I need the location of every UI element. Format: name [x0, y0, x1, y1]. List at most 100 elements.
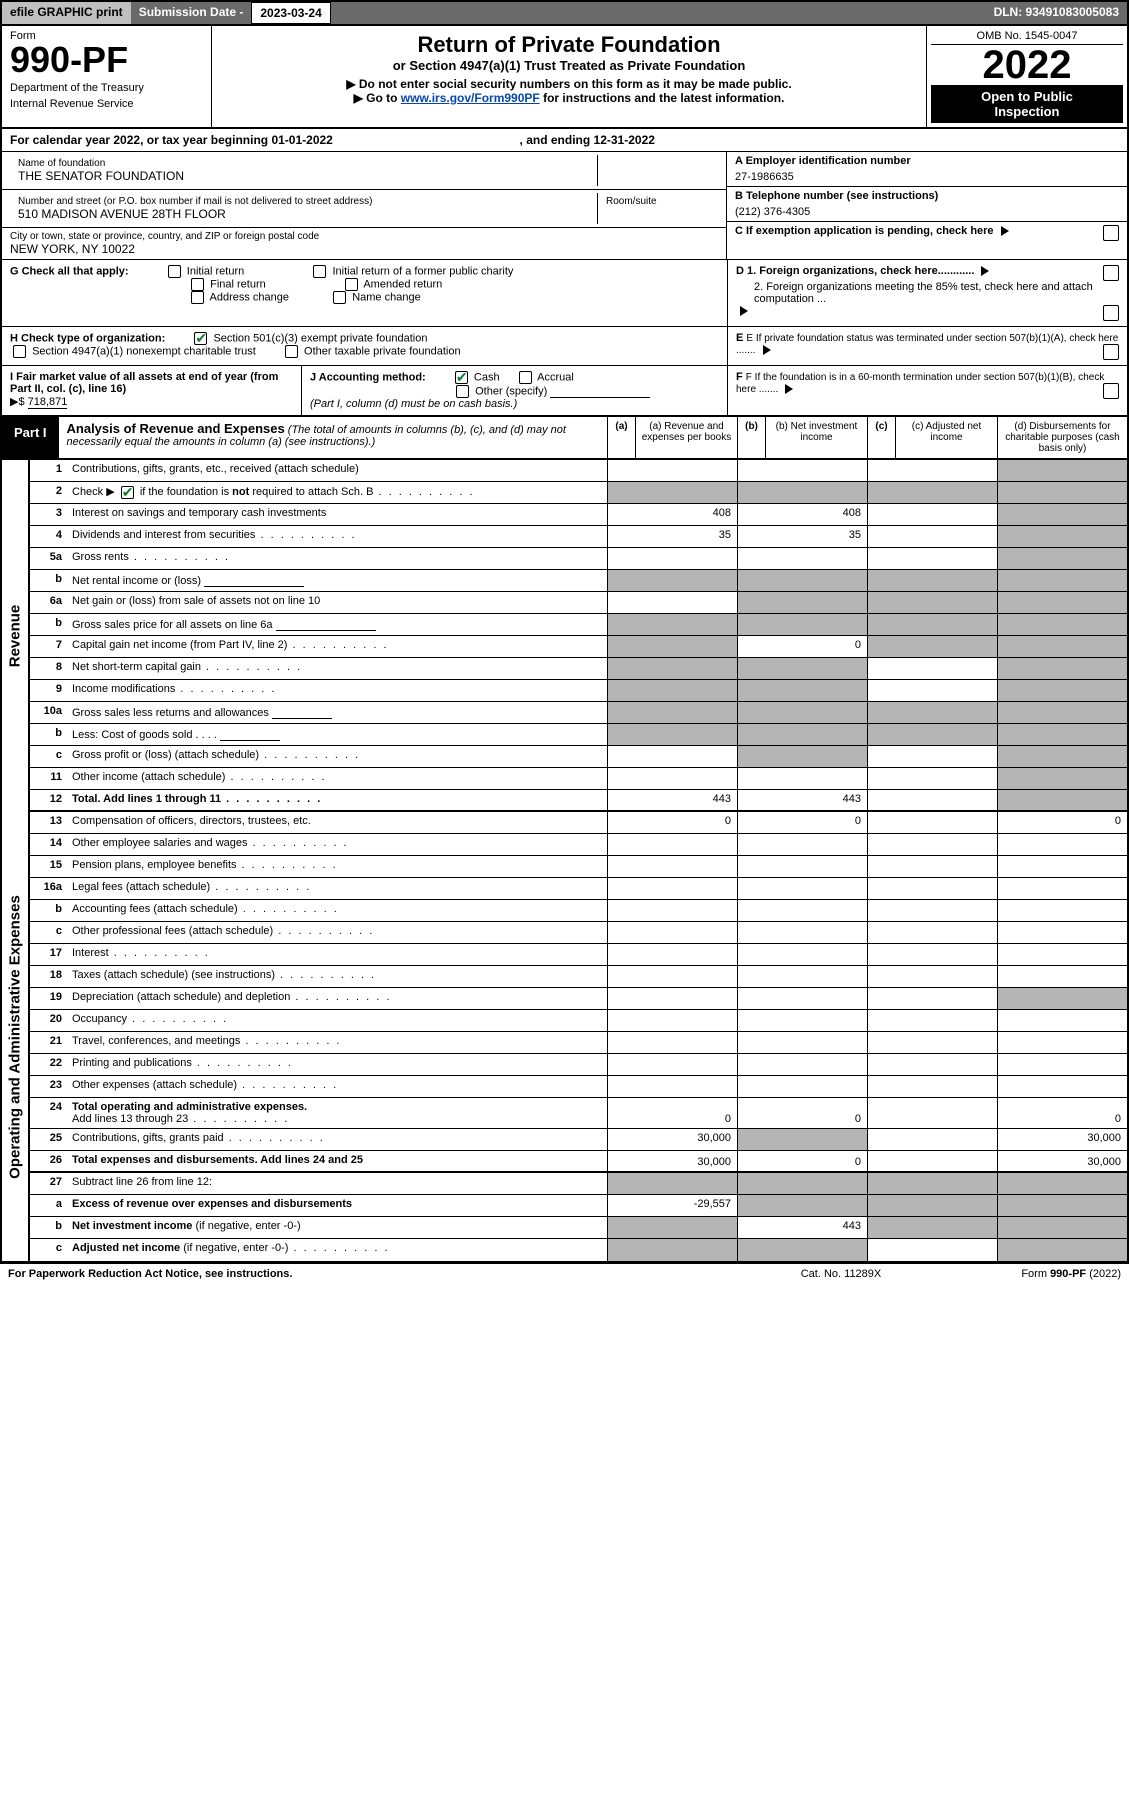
cal-end: 12-31-2022 — [594, 133, 655, 147]
j-other: Other (specify) — [475, 385, 547, 397]
table-row: bNet investment income (if negative, ent… — [30, 1217, 1127, 1239]
schb-checkbox[interactable] — [121, 486, 134, 499]
cell-a — [607, 460, 737, 481]
cell-d — [997, 856, 1127, 877]
cell-b — [737, 1076, 867, 1097]
row-desc: Gross profit or (loss) (attach schedule) — [68, 746, 607, 767]
cell-c — [867, 658, 997, 679]
f-checkbox[interactable] — [1103, 383, 1119, 399]
cell-d — [997, 1217, 1127, 1238]
g-name-checkbox[interactable] — [333, 291, 346, 304]
dept-treasury: Department of the Treasury — [10, 82, 203, 94]
j-cash-checkbox[interactable] — [455, 371, 468, 384]
r10a-field[interactable] — [272, 705, 332, 719]
cell-a — [607, 1076, 737, 1097]
row-desc: Occupancy — [68, 1010, 607, 1031]
cell-b — [737, 746, 867, 767]
table-row: bGross sales price for all assets on lin… — [30, 614, 1127, 636]
cell-a — [607, 658, 737, 679]
r10b-field[interactable] — [220, 727, 280, 741]
cell-b — [737, 702, 867, 723]
h-opt-3: Other taxable private foundation — [304, 345, 461, 357]
d1-label: D 1. Foreign organizations, check here..… — [736, 265, 974, 277]
row-num: 14 — [30, 834, 68, 855]
h-4947-checkbox[interactable] — [13, 345, 26, 358]
r16b-desc: Accounting fees (attach schedule) — [72, 903, 238, 915]
row-num: 8 — [30, 658, 68, 679]
table-row: cGross profit or (loss) (attach schedule… — [30, 746, 1127, 768]
h-501c3-checkbox[interactable] — [194, 332, 207, 345]
cell-b — [737, 1173, 867, 1194]
cell-a — [607, 592, 737, 613]
form-number: 990-PF — [10, 42, 203, 78]
r22-desc: Printing and publications — [72, 1057, 192, 1069]
c-checkbox[interactable] — [1103, 225, 1119, 241]
row-desc: Dividends and interest from securities — [68, 526, 607, 547]
cell-c — [867, 1217, 997, 1238]
col-b-hdr-letter: (b) — [737, 417, 765, 458]
cell-a — [607, 878, 737, 899]
r16c-desc: Other professional fees (attach schedule… — [72, 925, 273, 937]
cell-c — [867, 1129, 997, 1150]
table-row: 7Capital gain net income (from Part IV, … — [30, 636, 1127, 658]
col-a-header: (a) Revenue and expenses per books — [635, 417, 737, 458]
r24-desc2: Add lines 13 through 23 — [72, 1113, 188, 1125]
cell-c — [867, 636, 997, 657]
operating-text: Operating and Administrative Expenses — [7, 895, 24, 1179]
j-other-checkbox[interactable] — [456, 385, 469, 398]
e-checkbox[interactable] — [1103, 344, 1119, 360]
footer-left: For Paperwork Reduction Act Notice, see … — [8, 1268, 741, 1280]
goto-post: for instructions and the latest informat… — [540, 91, 785, 105]
arrow-icon — [981, 266, 989, 276]
row-num: 12 — [30, 790, 68, 810]
d1-checkbox[interactable] — [1103, 265, 1119, 281]
cell-d — [997, 966, 1127, 987]
open-public-2: Inspection — [933, 104, 1121, 119]
part1-title: Analysis of Revenue and Expenses — [67, 421, 285, 436]
r5b-field[interactable] — [204, 573, 304, 587]
row-num: c — [30, 1239, 68, 1261]
row-desc: Gross sales price for all assets on line… — [68, 614, 607, 635]
j-accrual-checkbox[interactable] — [519, 371, 532, 384]
table-row: 2Check ▶ if the foundation is not requir… — [30, 482, 1127, 504]
g-final-checkbox[interactable] — [191, 278, 204, 291]
row-num: 7 — [30, 636, 68, 657]
efile-badge: efile GRAPHIC print — [2, 2, 131, 24]
cell-c — [867, 1173, 997, 1194]
g-initial-checkbox[interactable] — [168, 265, 181, 278]
table-row: 21Travel, conferences, and meetings — [30, 1032, 1127, 1054]
cell-a — [607, 944, 737, 965]
g-amended-checkbox[interactable] — [345, 278, 358, 291]
cell-b: 35 — [737, 526, 867, 547]
row-desc: Compensation of officers, directors, tru… — [68, 812, 607, 833]
cell-c — [867, 1151, 997, 1171]
table-row: 1Contributions, gifts, grants, etc., rec… — [30, 460, 1127, 482]
g-address-checkbox[interactable] — [191, 291, 204, 304]
cell-a — [607, 1010, 737, 1031]
cell-b — [737, 680, 867, 701]
r16a-desc: Legal fees (attach schedule) — [72, 881, 210, 893]
cell-a — [607, 614, 737, 635]
d2-checkbox[interactable] — [1103, 305, 1119, 321]
arrow-icon — [740, 306, 748, 316]
cell-a — [607, 1173, 737, 1194]
header-left: Form 990-PF Department of the Treasury I… — [2, 26, 212, 127]
cell-d — [997, 944, 1127, 965]
header-right: OMB No. 1545-0047 2022 Open to Public In… — [927, 26, 1127, 127]
cell-a: 35 — [607, 526, 737, 547]
j-other-field[interactable] — [550, 384, 650, 398]
cell-a — [607, 680, 737, 701]
r18-desc: Taxes (attach schedule) (see instruction… — [72, 969, 275, 981]
cell-d — [997, 1032, 1127, 1053]
r6b-field[interactable] — [276, 617, 376, 631]
row-num: c — [30, 746, 68, 767]
row-desc: Other income (attach schedule) — [68, 768, 607, 789]
g-former-checkbox[interactable] — [313, 265, 326, 278]
cell-b: 0 — [737, 1151, 867, 1171]
r21-desc: Travel, conferences, and meetings — [72, 1035, 240, 1047]
table-row: 12Total. Add lines 1 through 11443443 — [30, 790, 1127, 812]
row-num: 15 — [30, 856, 68, 877]
g-row: G Check all that apply: Initial return I… — [2, 260, 1127, 327]
h-other-checkbox[interactable] — [285, 345, 298, 358]
instructions-link[interactable]: www.irs.gov/Form990PF — [401, 91, 540, 105]
